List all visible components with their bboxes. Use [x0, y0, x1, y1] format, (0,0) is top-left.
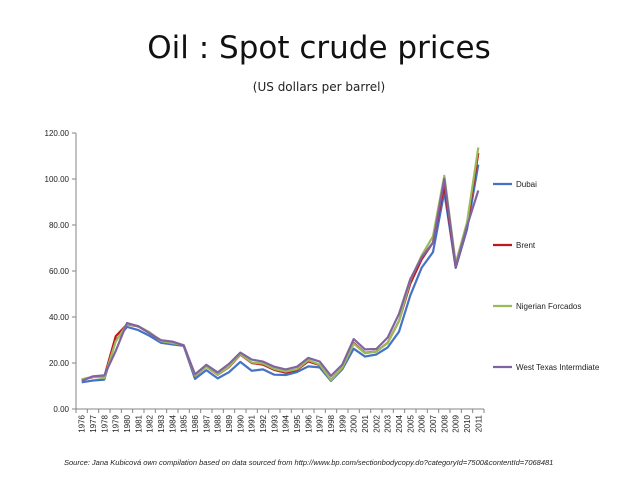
- x-tick-label: 2000: [350, 414, 359, 432]
- y-tick-label: 0.00: [53, 405, 69, 414]
- x-tick-label: 2001: [361, 414, 370, 432]
- x-tick-label: 2003: [384, 414, 393, 432]
- x-tick-label: 1978: [100, 414, 109, 432]
- chart-title: Oil : Spot crude prices: [147, 30, 491, 66]
- legend-label: Nigerian Forcados: [516, 302, 581, 311]
- chart-legend: Dubai Brent Nigerian Forcados West Texas In…: [493, 180, 600, 372]
- x-tick-label: 1995: [293, 414, 302, 432]
- y-tick-label: 120.00: [45, 129, 70, 138]
- legend-label: West Texas Intermdiate: [516, 363, 600, 372]
- x-tick-label: 1992: [259, 414, 268, 432]
- x-tick-label: 1990: [236, 414, 245, 432]
- chart-series: [81, 147, 480, 384]
- x-tick-label: 1987: [202, 414, 211, 432]
- x-tick-label: 2002: [372, 414, 381, 432]
- x-tick-label: 1980: [123, 414, 132, 432]
- x-tick-label: 2010: [463, 414, 472, 432]
- legend-label: Dubai: [516, 180, 537, 189]
- x-tick-label: 1982: [146, 414, 155, 432]
- x-tick-label: 1998: [327, 414, 336, 432]
- x-tick-label: 1999: [338, 414, 347, 432]
- x-tick-label: 1984: [168, 414, 177, 432]
- x-tick-label: 2004: [395, 414, 404, 432]
- x-tick-label: 1991: [248, 414, 257, 432]
- x-tick-label: 1989: [225, 414, 234, 432]
- x-tick-label: 2011: [474, 414, 483, 432]
- series-line-west-texas-intermdiate: [81, 177, 480, 382]
- x-tick-label: 1993: [270, 414, 279, 432]
- chart-axes: 0.00 20.00 40.00 60.00 80.00 100.00 120.00 1976…: [45, 129, 485, 433]
- x-tick-label: 1997: [316, 414, 325, 432]
- x-tick-label: 2008: [440, 414, 449, 432]
- x-tick-label: 1977: [89, 414, 98, 432]
- x-tick-label: 1986: [191, 414, 200, 432]
- source-note: Source: Jana Kubicová own compilation ba…: [64, 458, 554, 467]
- x-tick-label: 1996: [304, 414, 313, 432]
- x-tick-label: 1983: [157, 414, 166, 432]
- x-tick-label: 1976: [78, 414, 87, 432]
- legend-label: Brent: [516, 241, 536, 250]
- x-tick-label: 1988: [214, 414, 223, 432]
- x-tick-label: 1979: [112, 414, 121, 432]
- x-tick-label: 2007: [429, 414, 438, 432]
- x-tick-label: 1985: [180, 414, 189, 432]
- series-line-brent: [81, 152, 480, 381]
- y-tick-label: 60.00: [49, 267, 70, 276]
- x-tick-label: 1981: [134, 414, 143, 432]
- x-tick-label: 2005: [406, 414, 415, 432]
- x-tick-label: 2006: [418, 414, 427, 432]
- y-tick-label: 20.00: [49, 359, 70, 368]
- y-tick-label: 80.00: [49, 221, 70, 230]
- x-tick-label: 1994: [282, 414, 291, 432]
- x-tick-label: 2009: [452, 414, 461, 432]
- chart-subtitle: (US dollars per barrel): [252, 80, 386, 94]
- y-tick-label: 40.00: [49, 313, 70, 322]
- series-line-dubai: [81, 164, 480, 384]
- y-tick-label: 100.00: [45, 175, 70, 184]
